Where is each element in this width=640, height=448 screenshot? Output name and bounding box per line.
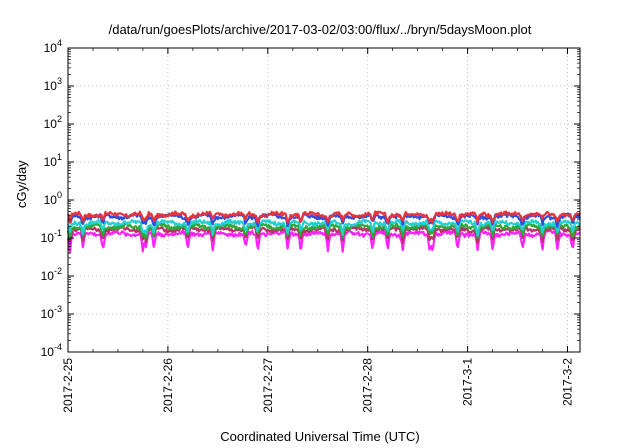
x-axis: 2017-2-25 2017-2-26 2017-2-27 2017-2-28 2017…	[61, 48, 575, 413]
x-tick-label: 2017-3-1	[461, 358, 475, 406]
x-axis-label: Coordinated Universal Time (UTC)	[220, 429, 420, 444]
y-tick-label: 104	[44, 38, 62, 55]
x-tick-label: 2017-2-28	[361, 358, 375, 413]
series-line	[66, 210, 581, 225]
x-tick-label: 2017-2-27	[261, 358, 275, 413]
x-tick-label: 2017-2-26	[161, 358, 175, 413]
grid	[67, 48, 580, 352]
series-line	[66, 229, 581, 254]
chart-title: /data/run/goesPlots/archive/2017-03-02/0…	[108, 22, 532, 37]
x-tick-label: 2017-3-2	[561, 358, 575, 406]
y-tick-label: 103	[44, 76, 62, 93]
y-tick-label: 10-2	[41, 266, 62, 283]
y-tick-label: 10-3	[41, 304, 62, 321]
y-tick-label: 10-1	[41, 228, 62, 245]
y-tick-label: 101	[44, 152, 62, 169]
series-group	[66, 210, 582, 254]
x-tick-label: 2017-2-25	[61, 358, 75, 413]
y-tick-label: 100	[44, 190, 62, 207]
y-axis: 10-4 10-3 10-2 10-1 100 101 102 103 104	[41, 38, 580, 359]
y-tick-label: 10-4	[41, 342, 62, 359]
series-line	[66, 218, 581, 237]
y-tick-label: 102	[44, 114, 62, 131]
